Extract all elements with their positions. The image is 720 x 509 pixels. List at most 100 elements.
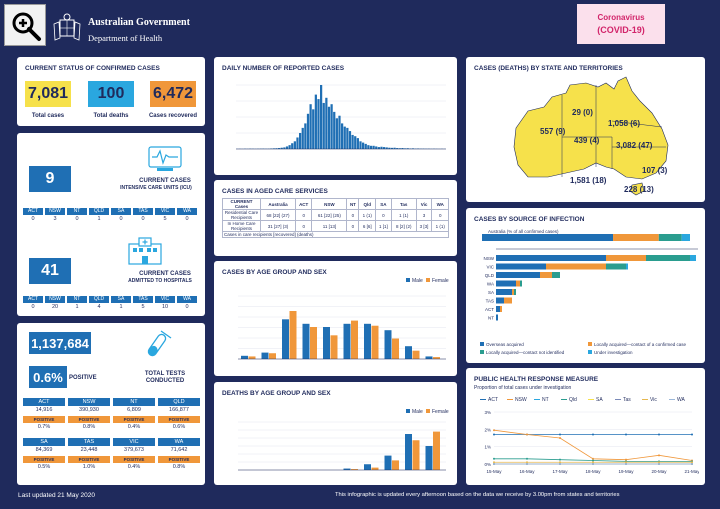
daily-bar [322, 102, 325, 149]
icu-state-wa: WA [177, 208, 197, 215]
daily-bar [304, 123, 307, 149]
hospital-value-wa: 0 [185, 304, 189, 310]
test-state-tas: TAS [68, 438, 110, 446]
test-positive-label-sa: POSITIVE [23, 456, 65, 463]
test-positive-label-wa: POSITIVE [158, 456, 200, 463]
badge-line2: (COVID-19) [597, 25, 645, 35]
daily-bar [312, 109, 315, 149]
source-australia-bar [681, 234, 690, 241]
response-legend-item: Qld [561, 397, 577, 403]
test-state-wa: WA [158, 438, 200, 446]
source-state-label: QLD [485, 273, 495, 278]
daily-bar [270, 148, 273, 149]
daily-bar [401, 148, 404, 149]
source-state-label: TAS [486, 299, 494, 304]
hospital-state-wa: WA [177, 296, 197, 303]
age-sex-bar-male [405, 346, 412, 359]
source-legend-item: Locally acquired—contact of a confirmed … [588, 342, 686, 347]
aged-care-table: CURRENT Cases Australia ACT NSW NT Qld SA Tas Vi… [222, 198, 449, 238]
response-point [526, 433, 528, 436]
icu-state-nsw: NSW [45, 208, 65, 215]
response-point [658, 433, 660, 436]
daily-cases-panel: DAILY NUMBER OF REPORTED CASES [214, 57, 457, 175]
response-point [658, 463, 660, 465]
source-state-bar [496, 289, 512, 295]
source-state-bar [496, 272, 540, 278]
legend-text: WA [677, 397, 685, 403]
icu-state-sa: SA [111, 208, 131, 215]
deaths-bar-male [343, 468, 351, 470]
deaths-bar-male [384, 455, 392, 470]
response-point [493, 457, 495, 460]
aged-cell: ACT [294, 198, 313, 210]
age-sex-bar-female [330, 335, 338, 359]
source-state-bar [496, 263, 546, 270]
source-australia-bar [613, 234, 659, 241]
test-positive-label-act: POSITIVE [23, 416, 65, 423]
source-state-bar [546, 263, 606, 270]
legend-text: NSW [515, 397, 527, 403]
response-point [493, 461, 495, 464]
response-point [691, 433, 693, 436]
daily-bar [356, 138, 359, 149]
response-legend-item: WA [669, 397, 685, 403]
aged-care-title: CASES IN AGED CARE SERVICES [222, 188, 328, 195]
daily-bar [362, 142, 365, 149]
source-state-bar [520, 280, 522, 287]
daily-bar [341, 123, 344, 149]
source-australia-bar [658, 234, 682, 241]
icu-state-act: ACT [23, 208, 43, 215]
daily-bar [275, 148, 278, 149]
daily-bar [330, 104, 333, 149]
zoom-button[interactable] [4, 4, 46, 46]
source-state-bar [500, 306, 502, 312]
aged-cell: Vic [415, 198, 433, 210]
hospital-value-nsw: 20 [51, 304, 59, 310]
response-point [526, 463, 528, 465]
age-sex-bar-male [323, 327, 330, 359]
icu-value-sa: 0 [119, 216, 123, 222]
aged-cell: 3 [3] [415, 220, 433, 232]
source-state-bar [496, 255, 606, 261]
test-positive-label-qld: POSITIVE [158, 416, 200, 423]
legend-text: Locally acquired—contact not identified [486, 350, 565, 355]
daily-bar [327, 106, 331, 149]
response-point [493, 429, 495, 432]
daily-bar [404, 148, 407, 149]
daily-cases-chart [236, 84, 446, 150]
source-australia-bar [482, 234, 614, 241]
test-count-wa: 71,642 [170, 447, 188, 453]
age-sex-title: CASES BY AGE GROUP AND SEX [222, 269, 327, 276]
daily-bar [288, 145, 291, 149]
aged-cell: 1 [1] [374, 220, 392, 232]
response-point [625, 433, 627, 436]
state-map-title: CASES (DEATHS) BY STATE AND TERRITORIES [474, 65, 623, 72]
response-x-tick: 15-May [486, 469, 502, 474]
aged-cell: Tas [390, 198, 417, 210]
icu-monitor-icon [148, 146, 182, 171]
daily-bar [359, 141, 362, 149]
test-state-vic: VIC [113, 438, 155, 446]
legend-text: NT [542, 397, 549, 403]
source-state-bar [552, 272, 560, 278]
response-point [559, 458, 561, 461]
icu-value-qld: 1 [97, 216, 101, 222]
icu-hospital-panel: 9 CURRENT CASES INTENSIVE CARE UNITS (IC… [17, 133, 205, 316]
source-state-bar [496, 297, 504, 304]
test-positive-pct-sa: 0.5% [37, 464, 51, 470]
source-state-label: NSW [484, 256, 495, 261]
hospital-state-tas: TAS [133, 296, 153, 303]
age-sex-bar-male [364, 323, 371, 359]
coat-of-arms-icon [53, 13, 81, 41]
aged-cell: 61 [22] (25) [311, 209, 348, 221]
daily-bar [372, 145, 375, 149]
aged-cell: NSW [311, 198, 348, 210]
response-legend-item: NT [534, 397, 549, 403]
map-label-qld: 1,058 (6) [608, 119, 641, 128]
deaths-bar-female [371, 467, 379, 470]
daily-bar [333, 111, 336, 149]
aged-cell: Australia [260, 198, 296, 210]
response-point [592, 461, 594, 464]
aged-cell: 68 [22] (27) [260, 209, 296, 221]
legend-line [588, 398, 594, 401]
